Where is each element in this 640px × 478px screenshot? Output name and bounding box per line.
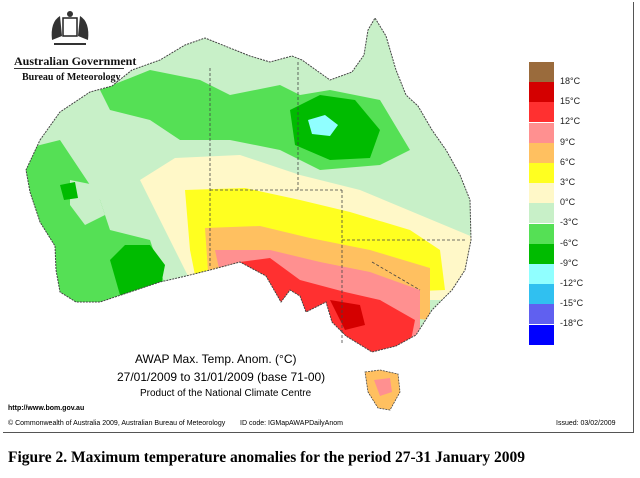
logo-divider <box>14 68 124 69</box>
legend-swatch <box>529 223 554 244</box>
legend-swatch <box>529 203 554 224</box>
temperature-anomaly-map <box>25 17 472 411</box>
copyright: © Commonwealth of Australia 2009, Austra… <box>8 420 226 427</box>
map-frame <box>3 2 634 433</box>
legend-label: 9°C <box>560 136 576 147</box>
legend-label: -12°C <box>560 278 584 288</box>
region-southwest-cold <box>110 245 165 295</box>
legend-label: 6°C <box>560 156 576 167</box>
org-name: Australian Government <box>14 54 137 68</box>
map-title: AWAP Max. Temp. Anom. (°C) <box>135 352 297 366</box>
legend-swatch <box>529 102 554 123</box>
legend-swatch <box>529 163 554 183</box>
legend-swatch <box>529 264 554 284</box>
legend-label: -15°C <box>560 298 584 309</box>
legend-label: -18°C <box>560 318 584 329</box>
coat-of-arms-logo <box>51 11 89 45</box>
region-pilbara-cold <box>60 182 78 200</box>
bom-url[interactable]: http://www.bom.gov.au <box>8 405 85 412</box>
issued-date: Issued: 03/02/2009 <box>556 420 616 427</box>
legend-swatch <box>529 82 554 103</box>
id-code: ID code: IGMapAWAPDailyAnom <box>240 420 343 427</box>
legend-label: 0°C <box>560 197 576 208</box>
legend-swatch <box>529 122 554 143</box>
state-borders <box>209 60 465 345</box>
legend-swatch <box>529 62 554 82</box>
legend-label: 12°C <box>560 116 581 127</box>
region-north-very-cold <box>308 115 338 136</box>
legend-label: 15°C <box>560 96 581 107</box>
legend-label: -6°C <box>560 237 579 248</box>
legend-label: 3°C <box>560 177 576 187</box>
legend-label: 18°C <box>560 76 581 86</box>
legend-label: -3°C <box>560 217 579 228</box>
map-product: Product of the National Climate Centre <box>140 388 312 399</box>
legend-swatch <box>529 304 554 325</box>
legend-label: -9°C <box>560 257 579 268</box>
legend-swatch <box>529 324 554 345</box>
bureau-name: Bureau of Meteorology <box>22 72 121 83</box>
figure-caption: Figure 2. Maximum temperature anomalies … <box>8 449 526 466</box>
legend-swatch <box>529 183 554 204</box>
region-west-mild <box>70 180 105 225</box>
region-15-18 <box>330 300 365 330</box>
tasmania-warm-region <box>374 378 392 396</box>
legend-swatch <box>529 284 554 305</box>
legend-swatch <box>529 142 554 163</box>
map-dates: 27/01/2009 to 31/01/2009 (base 71-00) <box>117 370 326 384</box>
legend-swatch <box>529 243 554 264</box>
